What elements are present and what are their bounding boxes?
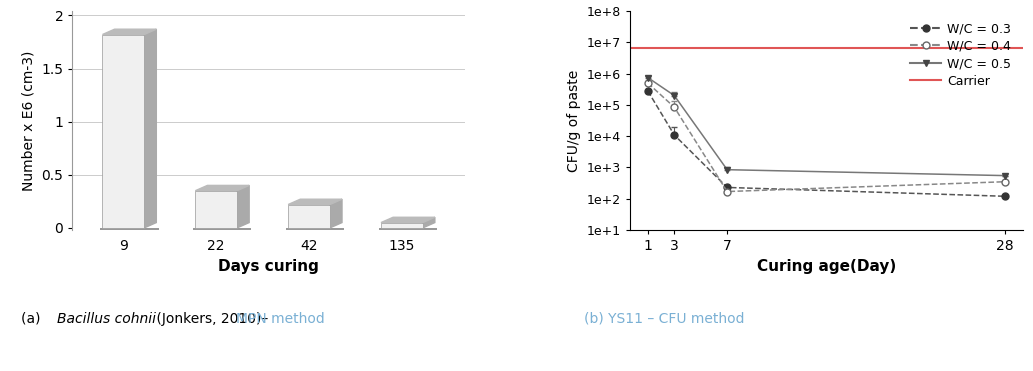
Polygon shape [330, 199, 342, 228]
Carrier [641, 46, 654, 50]
Polygon shape [288, 199, 342, 204]
Y-axis label: Number x E6 (cm-3): Number x E6 (cm-3) [22, 50, 36, 191]
Polygon shape [195, 186, 249, 191]
Carrier [628, 46, 640, 50]
Bar [195, 191, 238, 228]
Bar [381, 223, 422, 228]
Polygon shape [381, 217, 435, 223]
X-axis label: Curing age(Day): Curing age(Day) [757, 259, 896, 273]
Text: MPN method: MPN method [236, 312, 324, 326]
Bar [102, 35, 145, 228]
Polygon shape [422, 217, 435, 228]
Bar [100, 228, 159, 239]
Text: Bacillus cohnii: Bacillus cohnii [57, 312, 156, 326]
Polygon shape [102, 29, 156, 35]
Polygon shape [145, 29, 156, 228]
Bar [193, 228, 251, 239]
Polygon shape [238, 186, 249, 228]
Y-axis label: CFU/g of paste: CFU/g of paste [567, 69, 582, 172]
Bar [379, 228, 437, 239]
Bar [286, 228, 344, 239]
Text: (b) YS11 – CFU method: (b) YS11 – CFU method [584, 312, 744, 326]
Bar [288, 204, 330, 228]
X-axis label: Days curing: Days curing [218, 259, 319, 273]
Text: (Jonkers, 2010)–: (Jonkers, 2010)– [152, 312, 273, 326]
Legend: W/C = 0.3, W/C = 0.4, W/C = 0.5, Carrier: W/C = 0.3, W/C = 0.4, W/C = 0.5, Carrier [905, 17, 1016, 92]
Text: (a): (a) [21, 312, 44, 326]
